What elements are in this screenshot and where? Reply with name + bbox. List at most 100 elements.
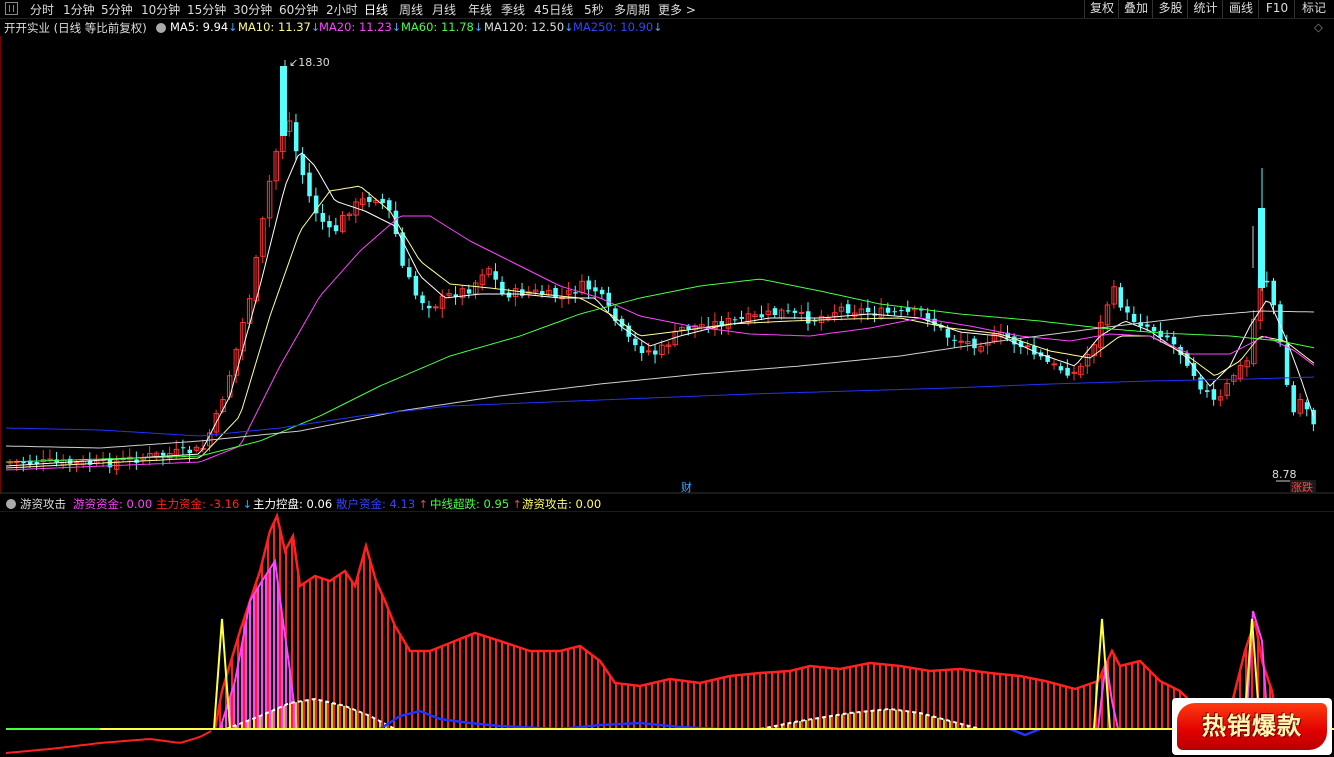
- hot-sale-badge[interactable]: 热销爆款: [1172, 698, 1332, 755]
- tool-button-3[interactable]: 统计: [1187, 0, 1223, 18]
- candle-body: [586, 280, 592, 290]
- hotmoney-line-3: [1245, 610, 1269, 730]
- candle-body: [1237, 364, 1244, 379]
- tab-2[interactable]: 5分钟: [101, 3, 133, 17]
- tool-button-6[interactable]: 标记: [1294, 0, 1333, 18]
- candle-body: [706, 326, 711, 330]
- candle-body: [1297, 399, 1304, 414]
- tool-button-5[interactable]: F10: [1258, 0, 1295, 18]
- candle-body: [1191, 362, 1197, 376]
- candle-body: [1244, 360, 1250, 368]
- tab-8[interactable]: 日线: [364, 3, 389, 17]
- zhangdie-bg: [1290, 480, 1316, 493]
- candle-body: [380, 198, 385, 204]
- candle-body: [892, 311, 897, 313]
- candle-body: [21, 461, 26, 464]
- candle-body: [573, 292, 578, 294]
- candle-body: [187, 449, 193, 454]
- ma-line-2: [5, 215, 1315, 471]
- tab-15[interactable]: 多周期: [614, 3, 651, 17]
- candle-body: [459, 288, 466, 299]
- candle-body: [653, 350, 658, 355]
- ma-line-0: [5, 152, 1315, 467]
- expand-icon[interactable]: ◇: [1314, 20, 1323, 34]
- control-hump-0: [225, 697, 396, 730]
- candle-body: [1104, 304, 1111, 326]
- candle-body: [1111, 286, 1117, 305]
- candle-body: [659, 344, 665, 356]
- peak-candle: [280, 66, 287, 136]
- sub-value-4: 中线超跌: 0.95 ↑: [430, 497, 522, 511]
- candle-body: [512, 288, 519, 298]
- tab-5[interactable]: 30分钟: [233, 3, 273, 17]
- tab-13[interactable]: 45日线: [534, 3, 574, 17]
- tab-3[interactable]: 10分钟: [141, 3, 181, 17]
- stock-title[interactable]: 开开实业 (日线 等比前复权): [4, 21, 147, 35]
- candle-body: [333, 225, 339, 232]
- high-price-label: ↙18.30: [289, 56, 330, 69]
- tab-7[interactable]: 2小时: [326, 3, 358, 17]
- candle-body: [87, 460, 93, 465]
- candle-body: [466, 289, 472, 294]
- hotmoney-line-2: [1097, 660, 1119, 730]
- tab-14[interactable]: 5秒: [584, 3, 604, 17]
- candle-body: [553, 287, 558, 298]
- finance-marker: 财: [681, 480, 692, 494]
- tool-button-2[interactable]: 多股: [1152, 0, 1188, 18]
- candle-body: [1138, 322, 1143, 327]
- candle-body: [193, 446, 200, 451]
- tool-button-0[interactable]: 复权: [1084, 0, 1119, 18]
- candle-body: [420, 295, 425, 304]
- candle-body: [1051, 363, 1058, 366]
- candle-body: [1118, 287, 1124, 308]
- tab-6[interactable]: 60分钟: [279, 3, 319, 17]
- candle-body: [593, 287, 598, 292]
- candle-body: [446, 293, 452, 296]
- sub-settings-icon[interactable]: [6, 499, 16, 509]
- control-spike-3: [1243, 618, 1261, 730]
- tab-9[interactable]: 周线: [399, 3, 424, 17]
- tool-button-4[interactable]: 画线: [1222, 0, 1259, 18]
- tab-4[interactable]: 15分钟: [187, 3, 227, 17]
- sub-value-2: 主力控盘: 0.06: [253, 497, 333, 511]
- candle-body: [1231, 375, 1237, 382]
- candle-body: [599, 289, 605, 295]
- tab-11[interactable]: 年线: [468, 3, 493, 17]
- candle-body: [812, 320, 818, 322]
- tab-0[interactable]: 分时: [30, 3, 55, 17]
- candle-body: [633, 338, 638, 346]
- tab-12[interactable]: 季线: [501, 3, 526, 17]
- sub-value-3: 散户资金: 4.13 ↑: [336, 497, 428, 511]
- down-arrow-icon: ↓: [564, 21, 574, 34]
- candle-body: [1271, 280, 1276, 306]
- candlestick-chart[interactable]: ↙18.30 8.78 财 涨跌: [0, 36, 1334, 494]
- candle-body: [719, 321, 725, 327]
- settings-icon[interactable]: [156, 23, 166, 33]
- candle-body: [1205, 390, 1210, 392]
- tool-button-1[interactable]: 叠加: [1118, 0, 1153, 18]
- layout-icon[interactable]: [5, 2, 18, 15]
- candle-body: [958, 340, 964, 343]
- candle-body: [772, 308, 778, 315]
- candle-body: [945, 328, 951, 338]
- candle-body: [1217, 396, 1224, 401]
- candle-body: [965, 341, 971, 344]
- candle-body: [213, 413, 220, 433]
- candle-body: [1224, 382, 1230, 396]
- tab-16[interactable]: 更多 >: [658, 3, 696, 17]
- tab-10[interactable]: 月线: [432, 3, 457, 17]
- candle-body: [286, 120, 293, 132]
- candle-body: [532, 289, 539, 293]
- sub-title[interactable]: 游资攻击: [20, 497, 66, 511]
- candle-body: [626, 325, 631, 337]
- candle-body: [27, 460, 33, 465]
- candle-body: [978, 345, 984, 352]
- indicator-chart[interactable]: [0, 511, 1334, 757]
- tab-1[interactable]: 1分钟: [63, 3, 95, 17]
- candle-body: [1264, 280, 1270, 283]
- ma-value-0: MA5: 9.94↓: [170, 20, 238, 34]
- low-price-label: 8.78: [1272, 468, 1297, 481]
- trend-arrow-icon: ↑: [415, 498, 428, 511]
- candle-body: [972, 338, 977, 349]
- candle-body: [433, 306, 439, 309]
